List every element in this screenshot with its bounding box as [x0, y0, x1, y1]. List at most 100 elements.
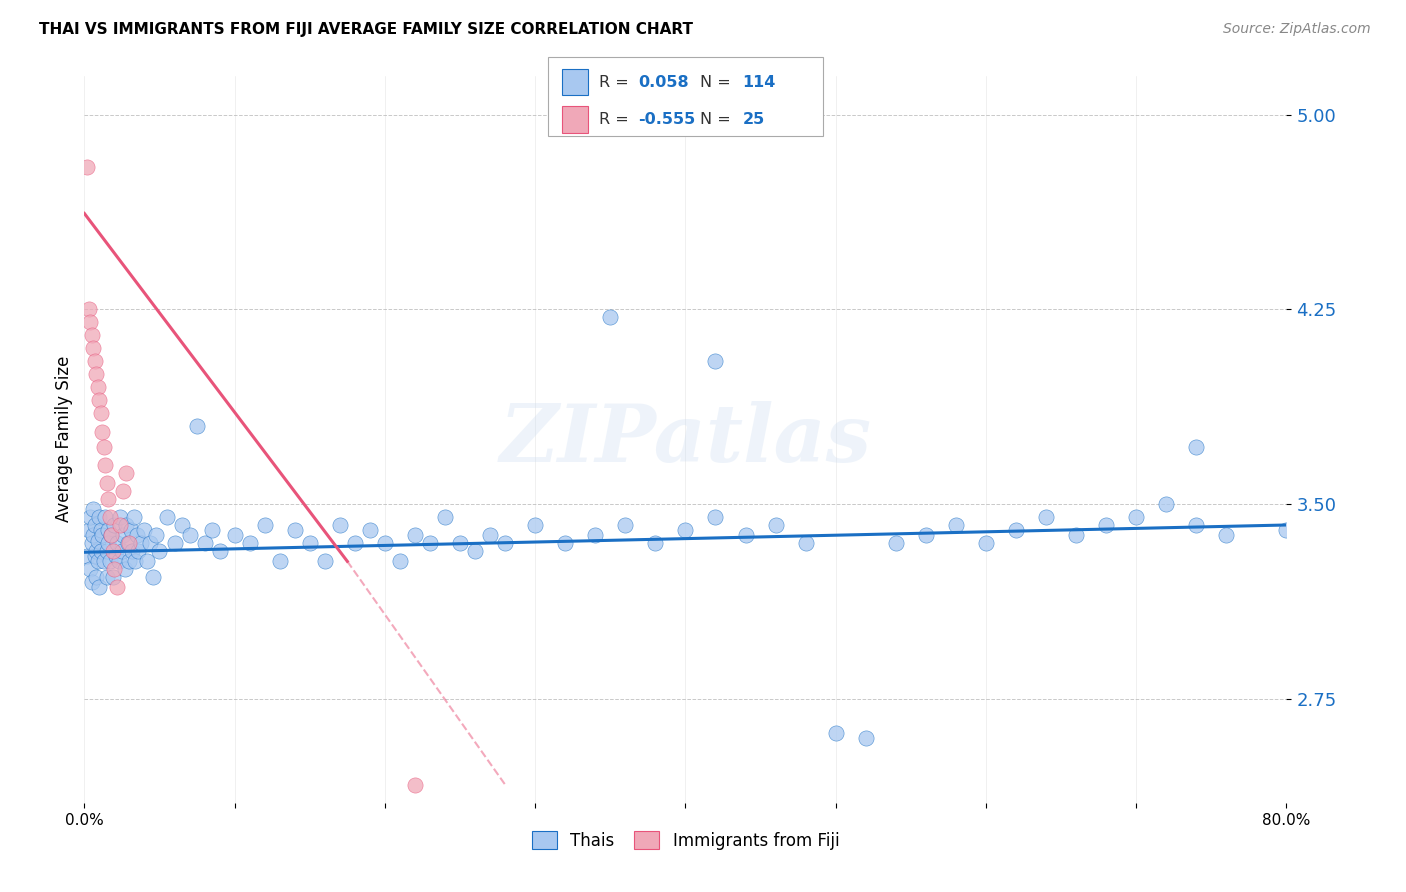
Point [103, 518, 125, 533]
Point [194, 536, 217, 550]
Point [90, 544, 112, 558]
Point [86, 570, 108, 584]
Text: 25: 25 [742, 112, 765, 127]
Point [314, 554, 336, 568]
Point [96, 476, 118, 491]
Point [644, 536, 666, 550]
Point [1336, 528, 1358, 542]
Point [224, 528, 246, 542]
Point [83, 518, 105, 533]
Text: -0.555: -0.555 [638, 112, 696, 127]
Point [103, 562, 125, 576]
Text: 114: 114 [742, 75, 776, 89]
Point [76, 160, 98, 174]
Point [734, 528, 756, 542]
Point [524, 518, 547, 533]
Point [704, 510, 727, 524]
Point [208, 544, 231, 558]
Text: R =: R = [599, 75, 638, 89]
Point [1185, 440, 1208, 454]
Point [127, 544, 149, 558]
Point [117, 536, 139, 550]
Point [479, 528, 502, 542]
Point [583, 528, 606, 542]
Point [974, 536, 997, 550]
Point [374, 536, 396, 550]
Point [114, 562, 136, 576]
Point [90, 406, 112, 420]
Point [253, 518, 276, 533]
Point [90, 523, 112, 537]
Point [404, 778, 426, 792]
Point [554, 536, 576, 550]
Point [1095, 518, 1118, 533]
Point [599, 310, 621, 325]
Point [464, 544, 486, 558]
Point [824, 725, 846, 739]
Text: THAI VS IMMIGRANTS FROM FIJI AVERAGE FAMILY SIZE CORRELATION CHART: THAI VS IMMIGRANTS FROM FIJI AVERAGE FAM… [39, 22, 693, 37]
Point [142, 570, 165, 584]
Point [1064, 528, 1087, 542]
Text: Source: ZipAtlas.com: Source: ZipAtlas.com [1223, 22, 1371, 37]
Point [794, 536, 817, 550]
Point [1185, 518, 1208, 533]
Point [329, 518, 352, 533]
Point [100, 528, 122, 542]
Point [101, 570, 124, 584]
Point [145, 528, 167, 542]
Point [139, 536, 162, 550]
Point [201, 523, 224, 537]
Point [419, 536, 441, 550]
Point [239, 536, 262, 550]
Point [76, 549, 98, 563]
Point [82, 342, 104, 356]
Point [112, 484, 135, 499]
Point [96, 544, 118, 558]
Point [614, 518, 637, 533]
Point [100, 528, 122, 542]
Text: N =: N = [700, 75, 737, 89]
Point [82, 528, 104, 542]
Point [87, 554, 110, 568]
Point [97, 491, 120, 506]
Point [83, 354, 105, 368]
Point [269, 554, 291, 568]
Point [765, 518, 787, 533]
Point [915, 528, 938, 542]
Point [343, 536, 366, 550]
Point [107, 536, 129, 550]
Point [120, 523, 142, 537]
Point [1365, 466, 1388, 480]
Point [298, 536, 321, 550]
Point [107, 580, 129, 594]
Point [82, 502, 104, 516]
Point [97, 536, 120, 550]
Point [1035, 510, 1057, 524]
Text: 0.058: 0.058 [638, 75, 689, 89]
Point [121, 544, 143, 558]
Point [136, 554, 159, 568]
Point [134, 523, 156, 537]
Point [94, 458, 117, 473]
Point [186, 419, 208, 434]
Point [884, 536, 907, 550]
Point [86, 544, 108, 558]
Point [104, 549, 127, 563]
Point [1125, 510, 1147, 524]
Point [86, 368, 108, 382]
Point [87, 380, 110, 394]
Point [112, 528, 135, 542]
Point [89, 393, 111, 408]
Point [1395, 523, 1406, 537]
Point [675, 523, 697, 537]
Point [945, 518, 967, 533]
Point [98, 554, 121, 568]
Point [94, 510, 117, 524]
Point [77, 523, 100, 537]
Point [83, 549, 105, 563]
Point [93, 554, 115, 568]
Point [79, 562, 101, 576]
Point [1305, 536, 1327, 550]
Text: ZIPatlas: ZIPatlas [499, 401, 872, 478]
Point [163, 536, 186, 550]
